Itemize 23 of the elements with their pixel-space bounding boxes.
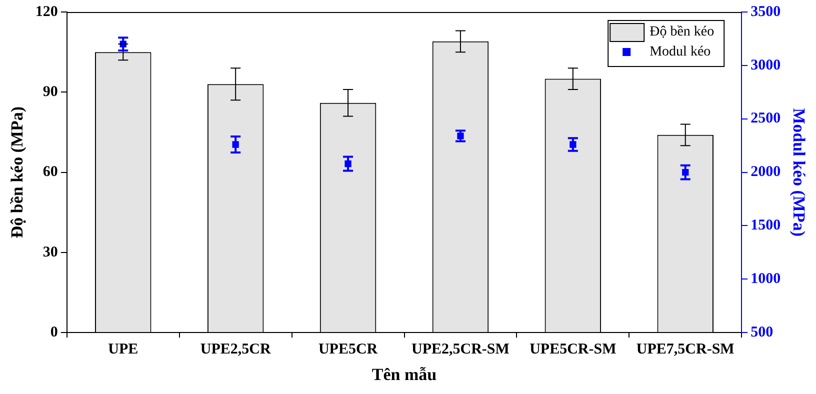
y2-tick-label: 500 [750,324,774,340]
y2-tick-label: 2000 [750,164,781,180]
y-tick-label: 120 [35,4,58,20]
legend-label: Độ bền kéo [650,24,714,40]
x-tick-label: UPE5CR [318,341,378,358]
y-tick-label: 90 [42,84,58,100]
x-tick-label: UPE [108,341,138,358]
y-tick-label: 0 [50,324,58,340]
x-tick-label: UPE2,5CR-SM [412,341,510,358]
y-tick-label: 60 [42,164,58,180]
y2-tick-label: 1500 [750,218,781,234]
x-tick-label: UPE7,5CR-SM [636,341,734,358]
y-axis-title: Độ bền kéo (MPa) [8,106,27,238]
y2-tick-label: 1000 [750,271,781,288]
y2-tick-label: 3500 [750,4,781,20]
y2-tick-label: 3000 [750,57,781,74]
y2-tick-label: 2500 [750,110,781,127]
x-axis-title: Tên mẫu [372,365,437,384]
y2-axis-title: Modul kéo (MPa) [789,108,808,237]
y-tick-label: 30 [42,244,58,260]
x-tick-label: UPE5CR-SM [530,341,616,358]
legend-label: Modul kéo [650,44,711,60]
x-tick-label: UPE2,5CR [200,341,271,358]
